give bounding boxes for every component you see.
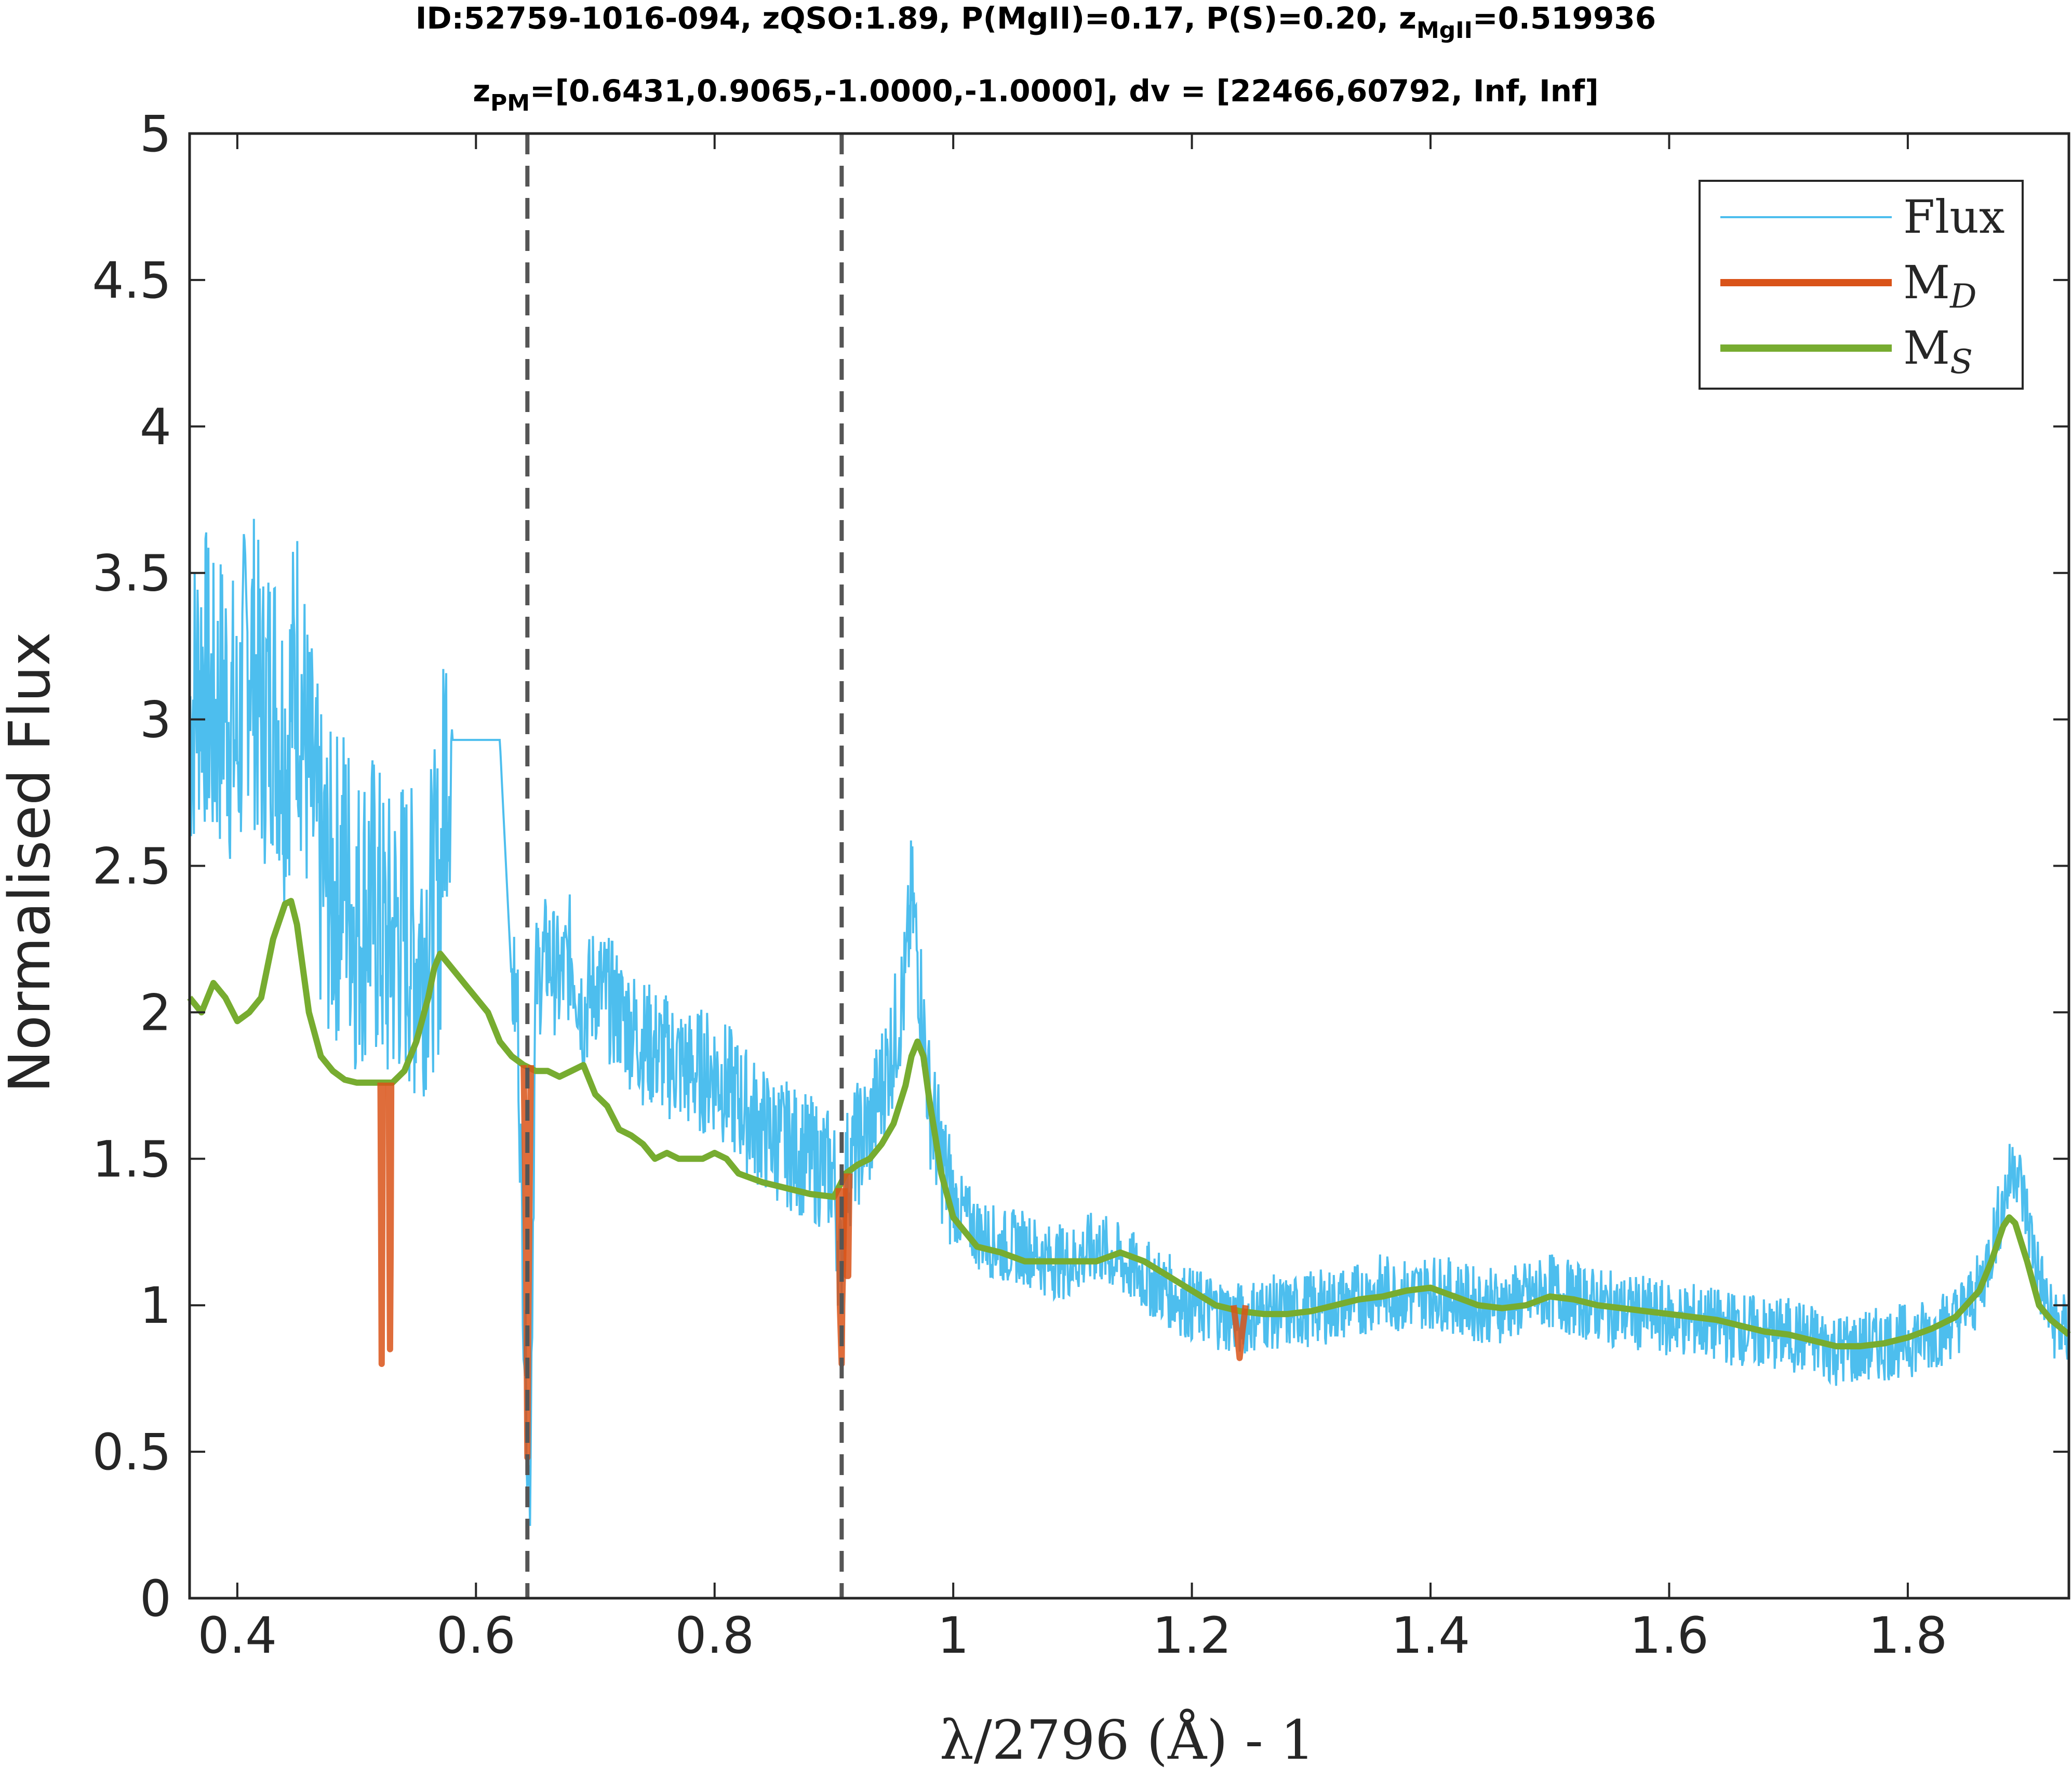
- y-tick-label: 1.5: [92, 1130, 171, 1188]
- legend-label-sub-1: D: [1949, 277, 1976, 316]
- x-tick-label: 0.8: [675, 1607, 754, 1665]
- y-tick-label: 2: [140, 984, 171, 1042]
- chart-title-line1: ID:52759-1016-094, zQSO:1.89, P(MgII)=0.…: [416, 1, 1656, 44]
- y-tick-label: 5: [140, 105, 171, 163]
- x-tick-label: 0.4: [198, 1607, 277, 1665]
- legend-label-main-1: M: [1903, 256, 1950, 309]
- x-tick-label: 1: [938, 1607, 969, 1665]
- legend-label-main-2: M: [1903, 321, 1950, 375]
- legend-label-sub-2: S: [1950, 343, 1973, 381]
- chart-title-line2-sub: PM: [490, 90, 530, 116]
- y-tick-label: 2.5: [92, 838, 171, 896]
- y-tick-label: 3.5: [92, 545, 171, 603]
- x-axis-label: λ/2796 (Å) - 1: [940, 1708, 1315, 1772]
- series-layer: [187, 134, 2071, 1598]
- legend-label-2: MS: [1903, 321, 1973, 381]
- axes-layer: 0.4 0.6 0.8 1 1.2 1.4 1.6 1.8 0 0.5 1 1.5 2 2.5 3 3.5 4 4…: [92, 105, 2070, 1665]
- chart-title-line1-tail: =0.519936: [1473, 1, 1656, 36]
- chart-title-line2-main: z: [473, 73, 490, 109]
- legend-label-0: Flux: [1903, 190, 2005, 244]
- y-tick-label: 4.5: [92, 251, 171, 310]
- y-tick-label: 0.5: [92, 1423, 171, 1481]
- x-tick-label: 1.4: [1391, 1607, 1471, 1665]
- series-ms-line: [187, 898, 2071, 1350]
- x-tick-label: 0.6: [436, 1607, 516, 1665]
- y-axis-label: Normalised Flux: [0, 632, 63, 1093]
- legend-label-1: MD: [1903, 256, 1976, 316]
- chart-title-line1-sub: MgII: [1416, 17, 1473, 44]
- series-md-segment-1: [385, 1082, 395, 1352]
- y-tick-label: 4: [140, 398, 171, 456]
- legend-label-main-0: Flux: [1903, 190, 2005, 244]
- y-tick-label: 1: [140, 1277, 171, 1335]
- y-tick-label: 0: [140, 1570, 171, 1628]
- x-tick-label: 1.8: [1868, 1607, 1948, 1665]
- series-md-segment-4: [843, 1173, 853, 1279]
- x-tick-label: 1.6: [1629, 1607, 1709, 1665]
- series-md-segment-0: [377, 1082, 386, 1367]
- chart-title-line2-tail: =[0.6431,0.9065,-1.0000,-1.0000], dv = […: [530, 73, 1599, 109]
- chart-title-line2: zPM=[0.6431,0.9065,-1.0000,-1.0000], dv …: [473, 73, 1599, 116]
- y-tick-label: 3: [140, 691, 171, 749]
- x-tick-label: 1.2: [1152, 1607, 1232, 1665]
- chart-title-line1-main: ID:52759-1016-094, zQSO:1.89, P(MgII)=0.…: [416, 1, 1416, 36]
- series-md-segment-5: [1231, 1305, 1249, 1361]
